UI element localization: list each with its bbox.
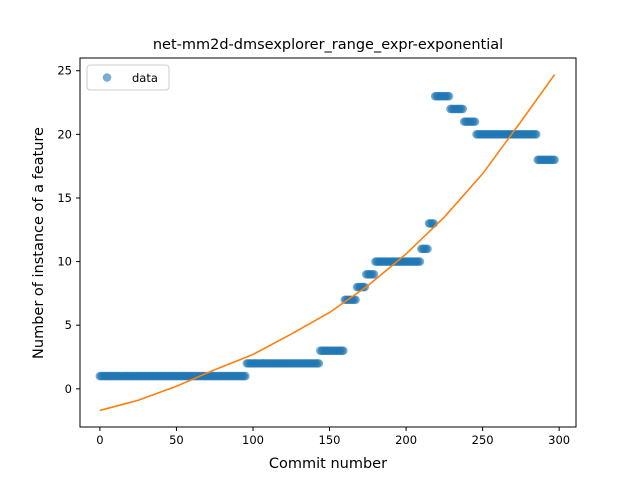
x-tick-label: 250 [472, 433, 494, 447]
y-tick-label: 20 [57, 127, 72, 141]
x-tick-label: 0 [96, 433, 103, 447]
x-tick-label: 300 [548, 433, 570, 447]
data-point [531, 130, 541, 139]
legend-box [86, 64, 170, 91]
data-point [369, 270, 379, 279]
legend-marker [102, 73, 112, 82]
data-point [415, 257, 425, 266]
x-tick-label: 50 [169, 433, 184, 447]
plot-area: 0 50 100 150 200 250 300 0 5 10 15 20 25 data [57, 57, 577, 447]
fit-line [99, 74, 556, 412]
data-point [314, 359, 324, 368]
data-point [470, 117, 480, 126]
data-point [423, 244, 432, 254]
legend-label: data [132, 71, 158, 85]
chart-title: net-mm2d-dmsexplorer_range_expr-exponent… [153, 37, 503, 53]
y-tick-label: 0 [65, 382, 72, 396]
data-point [351, 295, 360, 305]
x-tick-label: 100 [242, 433, 264, 447]
x-axis-label: Commit number [269, 456, 387, 472]
data-point [444, 91, 454, 101]
x-tick-label: 200 [395, 433, 417, 447]
y-tick-label: 25 [57, 64, 72, 78]
y-axis-label: Number of instance of a feature [31, 127, 47, 359]
data-point [458, 104, 468, 114]
y-tick-label: 5 [65, 318, 72, 332]
data-point [339, 346, 348, 355]
y-tick-label: 15 [57, 191, 72, 205]
x-tick-label: 150 [319, 433, 341, 447]
axes-frame [79, 57, 577, 428]
data-point [550, 155, 559, 165]
y-tick-label: 10 [57, 255, 72, 269]
data-point [241, 371, 250, 381]
